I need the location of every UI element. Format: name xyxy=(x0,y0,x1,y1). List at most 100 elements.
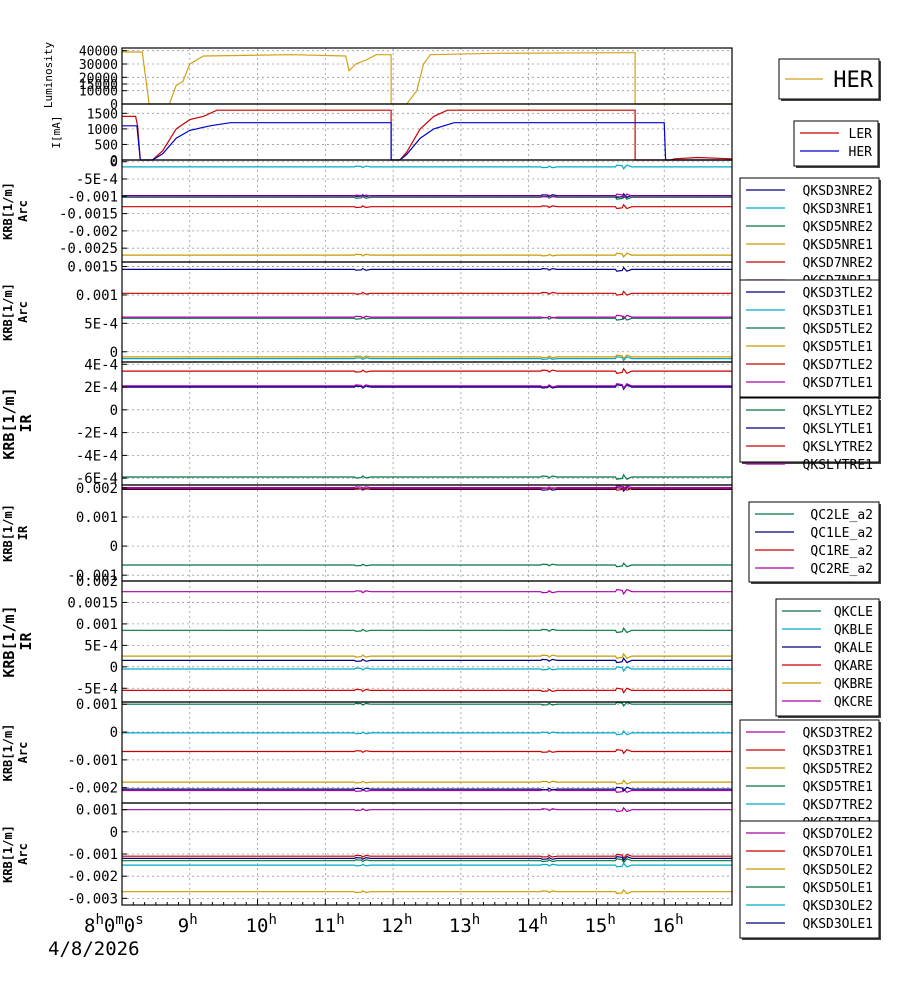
series-line-QKALE xyxy=(122,656,732,664)
x-tick-number: 13 xyxy=(449,915,472,937)
series-line-QKCLE xyxy=(122,626,732,634)
y-tick-label: -6E-4 xyxy=(76,471,118,487)
legend-label-QKSD7OLE2: QKSD7OLE2 xyxy=(803,827,873,842)
x-tick-label: 16h xyxy=(652,912,683,937)
y-tick-label: 0.002 xyxy=(76,481,118,497)
series-line-QKSD5OLE1 xyxy=(122,858,732,864)
panel-ir2: 0.002 0.001 0 -0.001 KRB[1/m] IR xyxy=(1,481,733,584)
legend-label-QKSD3NRE2: QKSD3NRE2 xyxy=(803,184,873,199)
legend-label-QKSD3TRE2: QKSD3TRE2 xyxy=(803,726,873,741)
series-line-QKBLE xyxy=(122,666,732,673)
y-tick-label: 5E-4 xyxy=(84,316,118,332)
y-tick-label: -5E-4 xyxy=(76,681,118,697)
x-tick-label: 10h xyxy=(246,912,277,937)
panel-ir3: 0.002 0.0015 0.001 5E-4 0 -5E-4 KRB[1/m] IR xyxy=(0,574,733,703)
y-tick-label: 0.001 xyxy=(76,288,118,304)
x-tick-label: 11h xyxy=(313,912,344,937)
panel-frame xyxy=(121,484,733,582)
series-line-QC2RE_a2 xyxy=(122,485,732,491)
y-tick-label: 0.0015 xyxy=(67,260,118,276)
legend-label-QKSD3TRE1: QKSD3TRE1 xyxy=(803,744,873,759)
y-tick-label: 0.001 xyxy=(76,510,118,526)
legend-label-QKSD5NRE2: QKSD5NRE2 xyxy=(803,220,873,235)
series-line-QKSD3OLE1 xyxy=(122,855,732,862)
panel-frame xyxy=(121,261,733,363)
x-tick-number: 0 xyxy=(104,915,115,937)
y-tick-label: 40000 xyxy=(79,45,118,60)
series-line-QKSD7NRE2 xyxy=(122,203,732,210)
legend-box xyxy=(739,177,880,296)
series-line-QKSD3TLE2 xyxy=(122,266,732,272)
y-tick-label: 0 xyxy=(110,345,118,361)
x-tick-unit: h xyxy=(95,912,103,928)
legend-label-QKSD3TLE1: QKSD3TLE1 xyxy=(803,304,873,319)
legend-label-QKSLYTLE2: QKSLYTLE2 xyxy=(803,404,873,419)
series-line-QKSLYTRE1 xyxy=(122,382,732,390)
date-label: 4/8/2026 xyxy=(48,938,140,960)
x-tick-unit: h xyxy=(472,912,480,928)
series-line-QKSD7NRE1 xyxy=(122,193,732,199)
y-axis-subtitle: Arc xyxy=(16,301,30,323)
panel-arc2: 0 5E-4 0.001 0.0015 KRB[1/m] Arc xyxy=(1,260,733,363)
legend-label-QKALE: QKALE xyxy=(834,641,873,656)
legend-box xyxy=(739,820,880,939)
y-tick-label: -0.0025 xyxy=(59,241,118,257)
y-axis-subtitle: IR xyxy=(17,414,35,433)
legend-label-QKSD3OLE1: QKSD3OLE1 xyxy=(803,917,873,932)
series-line-QC2LE_a2 xyxy=(122,562,732,568)
series-line-QKSD5TRE2 xyxy=(122,779,732,785)
y-tick-label: 0.001 xyxy=(76,617,118,633)
panel-arc3: 0.001 0 -0.001 -0.002 KRB[1/m] Arc xyxy=(1,697,733,804)
y-axis-title: Luminosity xyxy=(42,42,55,109)
panel-arc1: 0 -5E-4-0.001 -0.0015-0.002-0.0025 KRB[1/m]… xyxy=(1,155,733,263)
y-axis-subtitle: Arc xyxy=(16,200,30,222)
y-tick-label: -0.0015 xyxy=(59,207,118,223)
series-line-QKSD3TLE1 xyxy=(122,356,732,362)
series-line-QKSD7TRE1 xyxy=(122,786,732,792)
legend-ir3: QKCLE QKBLE QKALE QKARE QKBRE QKCRE xyxy=(775,598,881,718)
legend-label-QKSD7TLE1: QKSD7TLE1 xyxy=(803,376,873,391)
series-line-QKSD5NRE1 xyxy=(122,252,732,258)
legend-label-QKCRE: QKCRE xyxy=(834,695,873,710)
y-tick-label: 0 xyxy=(110,403,118,419)
series-line-QKBRE xyxy=(122,652,732,660)
y-tick-label: 0.001 xyxy=(76,697,118,713)
y-tick-label: -0.001 xyxy=(67,753,118,769)
legend-label-QKSD7NRE2: QKSD7NRE2 xyxy=(803,256,873,271)
x-tick-unit: h xyxy=(675,912,683,928)
legend-arc4: QKSD7OLE2 QKSD7OLE1 QKSD5OLE2 QKSD5OLE1 QKSD… xyxy=(739,820,881,940)
y-tick-label: -0.001 xyxy=(67,568,118,584)
plot-layer: 01000015000200003000040000Luminosity0500… xyxy=(0,42,733,907)
x-tick-label: 12h xyxy=(381,912,412,937)
y-axis-title: KRB[1/m] xyxy=(1,825,15,883)
legend-label-QKSD5TLE2: QKSD5TLE2 xyxy=(803,322,873,337)
panel-ir1: 4E-4 2E-4 0 -2E-4 -4E-4 -6E-4 KRB[1/m] IR xyxy=(0,357,733,487)
y-axis-subtitle: IR xyxy=(17,632,35,651)
x-tick-unit: m xyxy=(115,912,123,928)
legend-label-QKSD5OLE1: QKSD5OLE1 xyxy=(803,881,873,896)
y-tick-label: -0.001 xyxy=(67,189,118,205)
x-tick-label: 9h xyxy=(178,912,198,937)
x-tick-label: 15h xyxy=(584,912,615,937)
x-tick-number: 16 xyxy=(652,915,675,937)
series-line-QKSD7TLE1 xyxy=(122,314,732,320)
series-line-QKSD7OLE2 xyxy=(122,806,732,813)
x-tick-number: 9 xyxy=(178,915,189,937)
x-tick-unit: h xyxy=(607,912,615,928)
legend-box xyxy=(748,501,880,583)
legend-label-QKSD5NRE1: QKSD5NRE1 xyxy=(803,238,873,253)
legend-label-QKBRE: QKBRE xyxy=(834,677,873,692)
series-line-QKSD5TLE1 xyxy=(122,354,732,360)
series-line-HER xyxy=(122,122,732,161)
series-line-QKSLYTLE1 xyxy=(122,384,732,391)
series-line-QKSD5TRE1 xyxy=(122,701,732,708)
series-line-LER xyxy=(122,109,733,161)
x-tick-unit: h xyxy=(189,912,197,928)
legend-label-HER: HER xyxy=(833,68,873,93)
legend-label-LER: LER xyxy=(849,127,873,142)
y-tick-label: 0 xyxy=(110,825,118,841)
x-tick-number: 8 xyxy=(84,915,95,937)
legend-label-QC2RE_a2: QC2RE_a2 xyxy=(810,562,873,577)
y-tick-label: 2E-4 xyxy=(84,380,118,396)
legend-box xyxy=(739,719,880,838)
